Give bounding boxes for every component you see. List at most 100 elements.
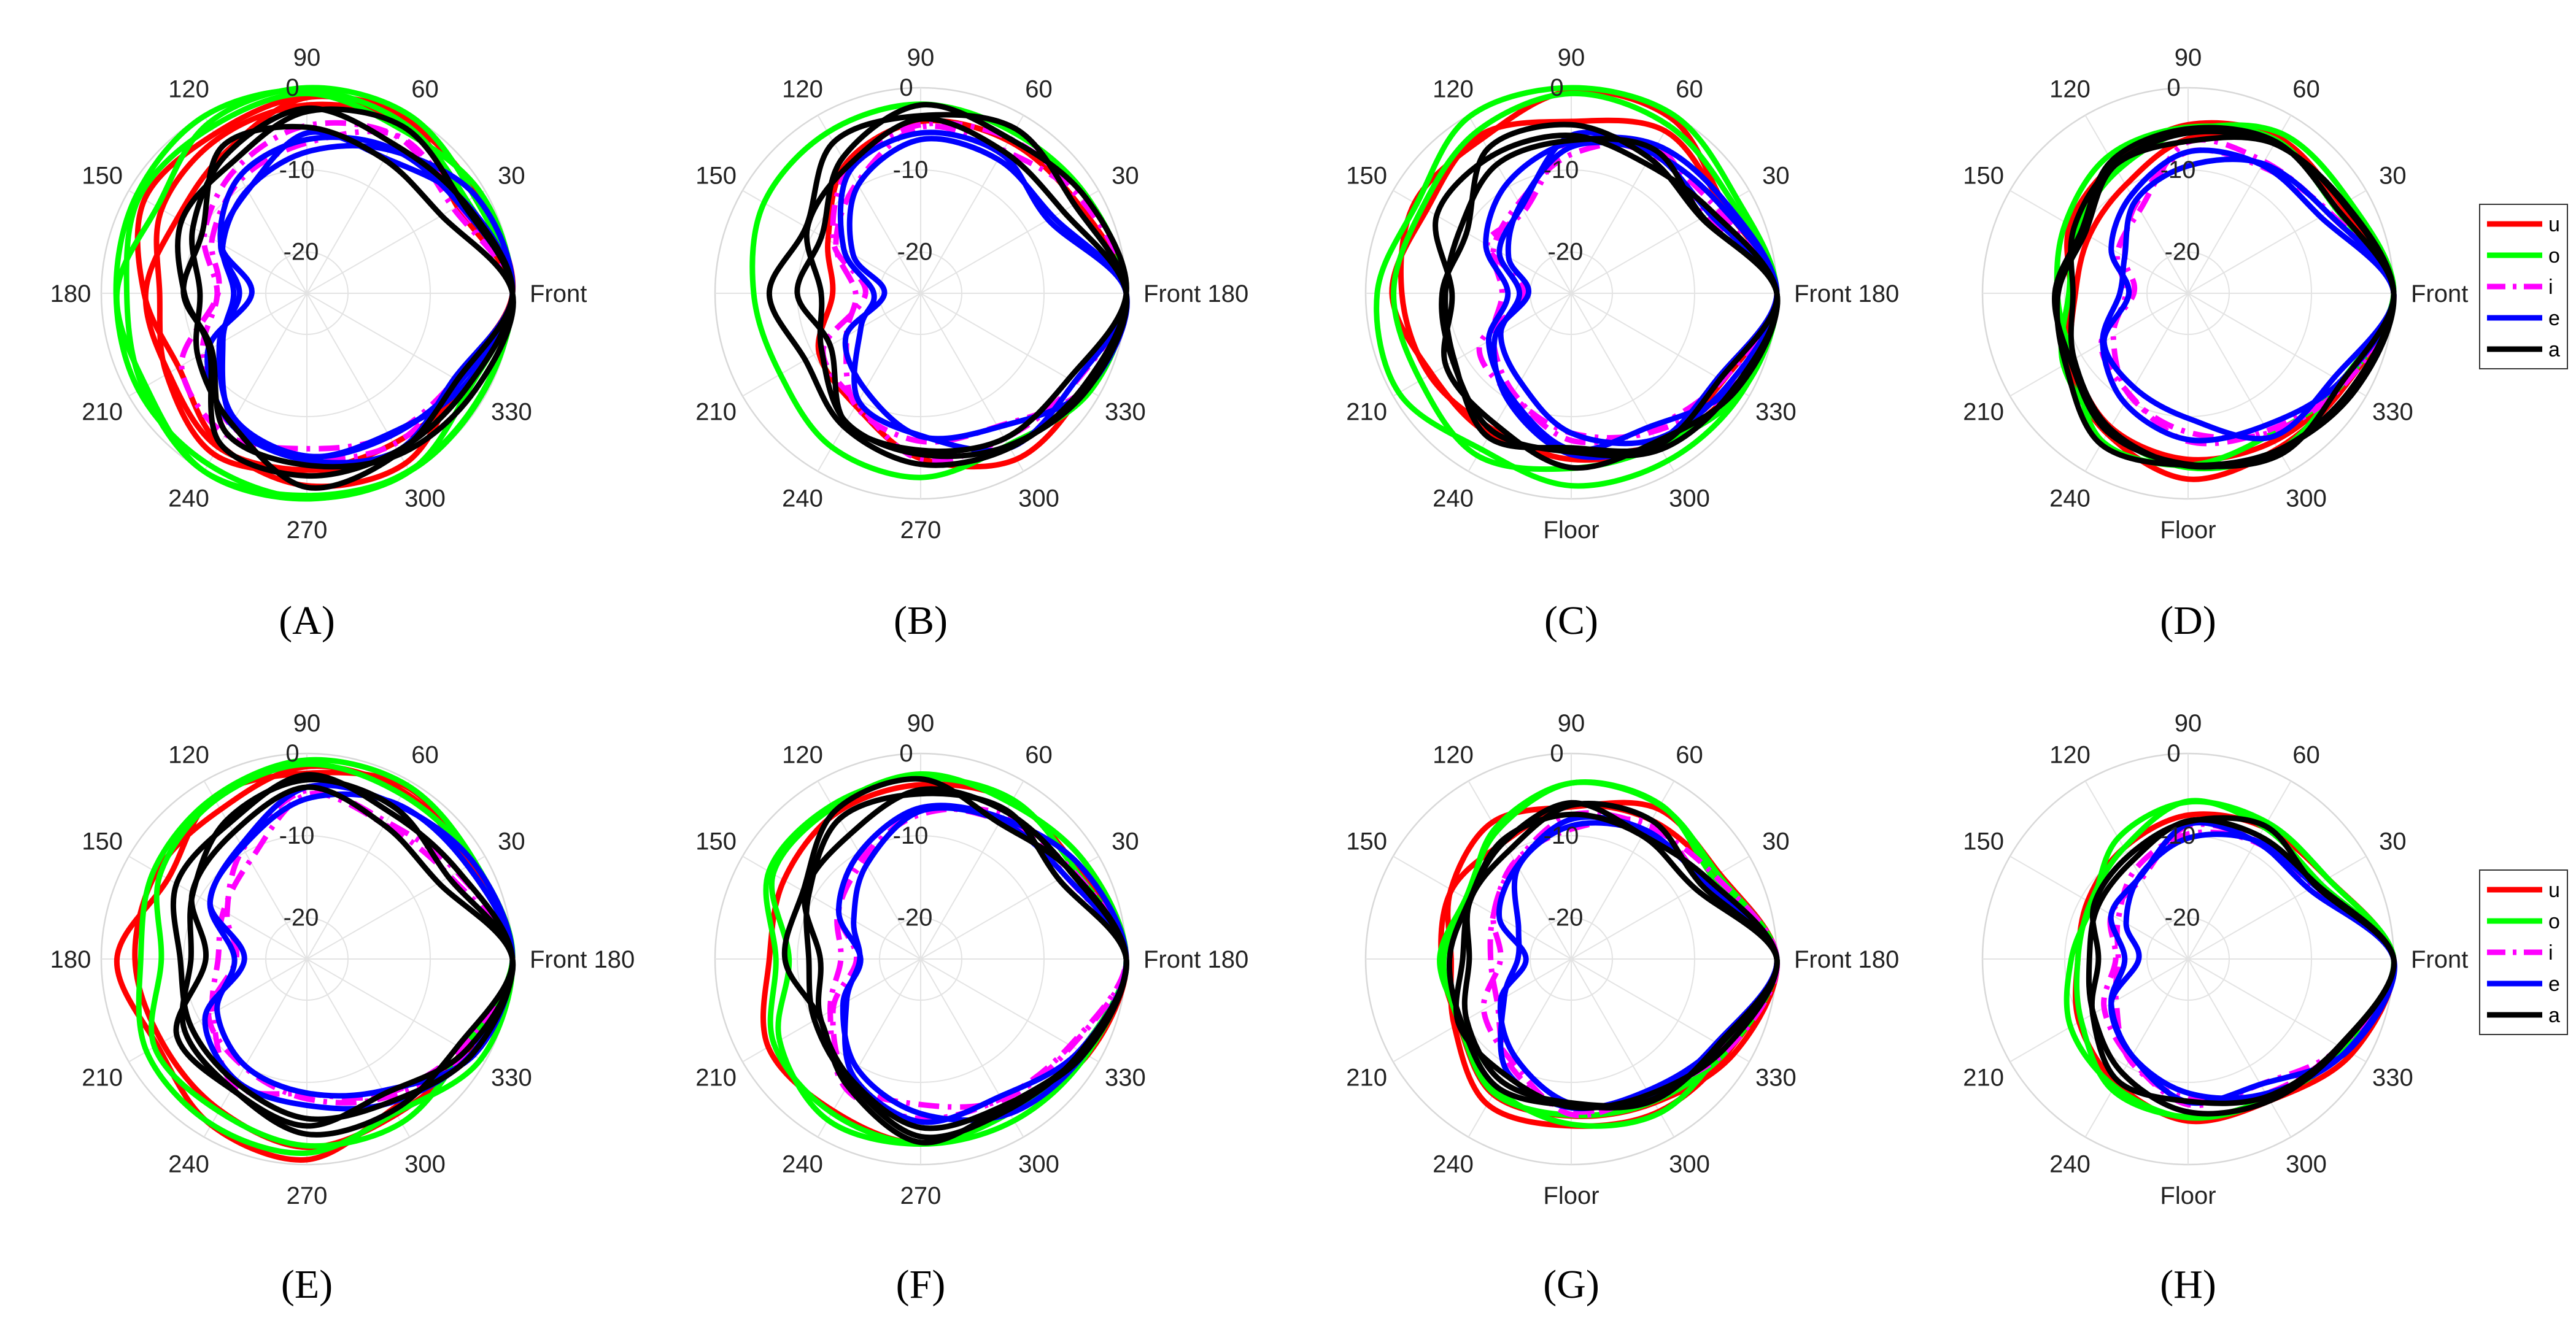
angle-tick-label: 150 bbox=[1963, 163, 2004, 190]
angle-tick-label: 210 bbox=[1346, 1065, 1387, 1092]
angle-tick-label: 300 bbox=[1669, 485, 1710, 512]
radial-tick-label: -20 bbox=[284, 239, 319, 266]
series-line-e bbox=[1496, 814, 1780, 1111]
series-line-a bbox=[2068, 128, 2397, 470]
angle-tick-label: 270 bbox=[900, 517, 942, 544]
angle-tick-label: 300 bbox=[2286, 1150, 2327, 1177]
grid-spoke bbox=[2187, 958, 2292, 1138]
series-line-e bbox=[841, 805, 1129, 1125]
radial-tick-label: 0 bbox=[899, 740, 913, 767]
panel-label: (B) bbox=[894, 598, 948, 643]
polar-panel-a: 0 -10 -20 Front 30 60 90 120 150 180 210 240 270 300 3… bbox=[50, 44, 587, 643]
angle-tick-label: 270 bbox=[287, 1182, 328, 1209]
radial-tick-label: -20 bbox=[2165, 904, 2200, 931]
angle-tick-label: 90 bbox=[2175, 710, 2202, 737]
radial-tick-label: -20 bbox=[897, 904, 933, 931]
angle-tick-label: 240 bbox=[782, 485, 823, 512]
angle-tick-label: 210 bbox=[82, 1065, 123, 1092]
panel-label: (D) bbox=[2160, 598, 2216, 643]
angle-tick-label: 180 bbox=[50, 280, 91, 307]
grid-spoke bbox=[920, 293, 1099, 397]
angle-tick-label: 30 bbox=[1112, 163, 1139, 190]
radial-tick-label: -10 bbox=[893, 822, 929, 849]
grid-spoke bbox=[2009, 293, 2189, 397]
radial-tick-label: -20 bbox=[897, 239, 933, 266]
grid-spoke bbox=[2009, 958, 2189, 1063]
angle-tick-label: 150 bbox=[1346, 163, 1387, 190]
series-line-e bbox=[842, 136, 1130, 442]
grid-spoke bbox=[1393, 293, 1572, 397]
angle-tick-label: 270 bbox=[287, 517, 328, 544]
series-line-e bbox=[2101, 147, 2397, 442]
radial-tick-label: 0 bbox=[899, 74, 913, 101]
radial-tick-label: -10 bbox=[1544, 822, 1579, 849]
angle-tick-label: 330 bbox=[491, 1065, 532, 1092]
series-line-a bbox=[170, 772, 516, 1122]
angle-tick-label: Front 180 bbox=[530, 946, 635, 973]
series-line-o bbox=[768, 771, 1129, 1147]
angle-tick-label: 60 bbox=[1025, 742, 1053, 769]
grid-spoke bbox=[920, 293, 1024, 472]
grid-spoke bbox=[2084, 780, 2189, 960]
angle-tick-label: 330 bbox=[1105, 399, 1146, 426]
series-line-o bbox=[749, 101, 1129, 480]
grid-spoke bbox=[306, 958, 485, 1063]
series-line-a bbox=[2089, 815, 2397, 1106]
angle-tick-label: 330 bbox=[1755, 1065, 1797, 1092]
radial-tick-label: 0 bbox=[1550, 74, 1563, 101]
grid-spoke bbox=[1393, 958, 1572, 1063]
grid-spoke bbox=[1393, 855, 1572, 960]
angle-tick-label: 30 bbox=[2379, 163, 2407, 190]
legend-label: i bbox=[2548, 941, 2553, 965]
angle-tick-label: Front bbox=[2411, 946, 2468, 973]
angle-tick-label: 120 bbox=[168, 76, 209, 103]
series-line-a bbox=[1442, 136, 1780, 454]
series-line-o bbox=[123, 90, 516, 499]
grid-spoke bbox=[2187, 855, 2367, 960]
legend-label: a bbox=[2548, 1004, 2560, 1027]
angle-tick-label: 90 bbox=[293, 44, 321, 71]
series-line-e bbox=[1498, 820, 1780, 1112]
angle-tick-label: 300 bbox=[404, 485, 446, 512]
grid-spoke bbox=[920, 115, 1024, 294]
series-line-a bbox=[1433, 133, 1781, 471]
panel-label: (F) bbox=[896, 1262, 946, 1307]
angle-tick-label: 210 bbox=[1346, 399, 1387, 426]
angle-tick-label: 60 bbox=[411, 742, 439, 769]
grid-spoke bbox=[1571, 958, 1675, 1138]
angle-tick-label: 30 bbox=[1762, 828, 1790, 855]
angle-tick-label: 300 bbox=[404, 1150, 446, 1177]
angle-tick-label: 210 bbox=[695, 1065, 737, 1092]
angle-tick-label: 60 bbox=[1676, 742, 1703, 769]
series-line-e bbox=[2108, 831, 2397, 1101]
angle-tick-label: 300 bbox=[1669, 1150, 1710, 1177]
angle-tick-label: 300 bbox=[2286, 485, 2327, 512]
series-line-a bbox=[189, 105, 516, 491]
angle-tick-label: 330 bbox=[491, 399, 532, 426]
angle-tick-label: 150 bbox=[1963, 828, 2004, 855]
grid-spoke bbox=[306, 855, 485, 960]
grid-spoke bbox=[817, 958, 921, 1138]
legend-label: o bbox=[2548, 244, 2560, 268]
angle-tick-label: 120 bbox=[1433, 742, 1474, 769]
series-line-a bbox=[1439, 121, 1781, 459]
angle-tick-label: 180 bbox=[50, 946, 91, 973]
radial-tick-label: -20 bbox=[1548, 239, 1584, 266]
series-line-i bbox=[1480, 810, 1780, 1119]
angle-tick-label: Front 180 bbox=[1794, 280, 1899, 307]
legend-label: a bbox=[2548, 338, 2560, 361]
angle-tick-label: 120 bbox=[168, 742, 209, 769]
angle-tick-label: 30 bbox=[498, 163, 525, 190]
grid-spoke bbox=[742, 190, 921, 294]
series-line-a bbox=[2086, 817, 2397, 1117]
series-line-e bbox=[1483, 134, 1780, 453]
legend-label: i bbox=[2548, 275, 2553, 299]
radial-tick-label: -10 bbox=[1544, 156, 1579, 183]
angle-tick-label: 150 bbox=[82, 163, 123, 190]
series-line-a bbox=[794, 102, 1129, 454]
angle-tick-label: Front bbox=[2411, 280, 2468, 307]
angle-tick-label: 150 bbox=[82, 828, 123, 855]
angle-tick-label: 210 bbox=[82, 399, 123, 426]
